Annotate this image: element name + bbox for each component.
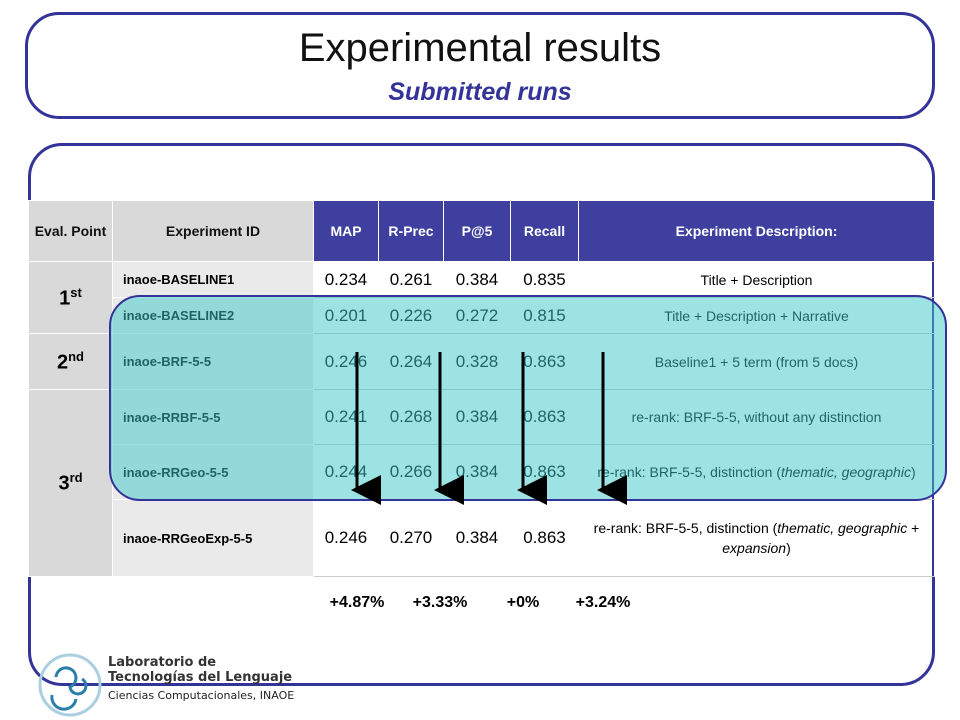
eval-rank: 2 <box>56 351 69 374</box>
improvement: +3.24% <box>575 594 631 611</box>
eval-point: 3rd <box>28 389 113 577</box>
header-cell: Recall <box>510 200 579 262</box>
header-cell: Experiment Description: <box>578 200 935 262</box>
eval-suffix: st <box>70 284 82 300</box>
description-part: Title + Description <box>700 271 813 288</box>
metric-value: 0.384 <box>443 261 511 298</box>
logo-icon <box>38 653 102 717</box>
table-row: inaoe-RRGeoExp-5-5 0.246 0.270 0.384 0.863 re… <box>29 499 935 577</box>
metric-value: 0.234 <box>313 261 379 298</box>
metric-value: 0.261 <box>378 261 444 298</box>
improvement: +0% <box>506 594 540 611</box>
logo-line: Ciencias Computacionales, INAOE <box>108 689 295 702</box>
description-part: ) <box>786 540 791 556</box>
improvement: +4.87% <box>329 594 385 611</box>
description-part: re-rank: BRF-5-5, distinction ( <box>593 520 778 536</box>
improvement: +3.33% <box>412 594 468 611</box>
eval-rank: 3 <box>58 472 70 495</box>
logo-line: Tecnologías del Lenguaje <box>108 670 293 685</box>
header-cell: Experiment ID <box>112 200 314 262</box>
subtitle: Submitted runs <box>388 78 572 106</box>
arrows <box>351 352 627 505</box>
highlight <box>109 295 947 501</box>
description: re-rank: BRF-5-5, distinction (thematic,… <box>578 499 935 577</box>
header-cell: R-Prec <box>378 200 444 262</box>
eval-point: 1st <box>28 261 113 334</box>
eval-rank: 1 <box>59 287 71 310</box>
eval-suffix: nd <box>68 348 84 364</box>
description-part: + <box>907 520 920 536</box>
description-part: expansion <box>722 540 787 556</box>
metric-value: 0.835 <box>510 261 579 298</box>
experiment-id: inaoe-RRGeoExp-5-5 <box>112 499 314 577</box>
logo-line: Laboratorio de <box>108 655 217 670</box>
eval-suffix: rd <box>69 470 83 486</box>
header-cell: P@5 <box>443 200 511 262</box>
title: Experimental results <box>298 26 662 70</box>
title-box <box>25 12 935 119</box>
description-part: thematic, geographic <box>777 520 908 536</box>
metric-value: 0.384 <box>443 499 511 577</box>
